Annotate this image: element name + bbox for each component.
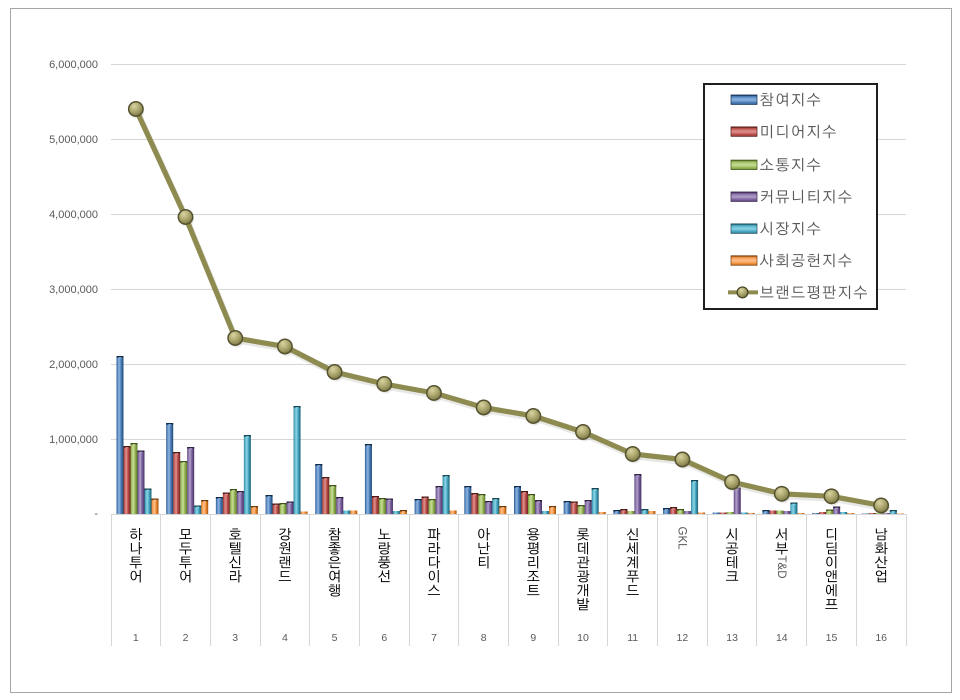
svg-text:6: 6 (381, 632, 387, 644)
svg-text:4: 4 (282, 632, 288, 644)
svg-text:5: 5 (332, 632, 338, 644)
svg-text:T&D: T&D (775, 556, 787, 579)
svg-text:1: 1 (133, 632, 139, 644)
svg-text:7: 7 (431, 632, 437, 644)
svg-text:GKL: GKL (676, 527, 688, 551)
svg-text:3,000,000: 3,000,000 (49, 284, 98, 296)
svg-text:9: 9 (530, 632, 536, 644)
svg-text:4,000,000: 4,000,000 (49, 209, 98, 221)
svg-text:3: 3 (232, 632, 238, 644)
svg-text:-: - (94, 508, 98, 520)
svg-text:16: 16 (875, 632, 887, 644)
svg-text:12: 12 (677, 632, 689, 644)
svg-text:13: 13 (726, 632, 738, 644)
svg-text:2,000,000: 2,000,000 (49, 359, 98, 371)
svg-text:6,000,000: 6,000,000 (49, 59, 98, 71)
svg-text:1,000,000: 1,000,000 (49, 434, 98, 446)
svg-text:8: 8 (481, 632, 487, 644)
svg-text:2: 2 (183, 632, 189, 644)
svg-text:14: 14 (776, 632, 788, 644)
svg-text:10: 10 (577, 632, 589, 644)
svg-text:11: 11 (627, 632, 638, 644)
svg-text:15: 15 (826, 632, 838, 644)
svg-text:5,000,000: 5,000,000 (49, 134, 98, 146)
